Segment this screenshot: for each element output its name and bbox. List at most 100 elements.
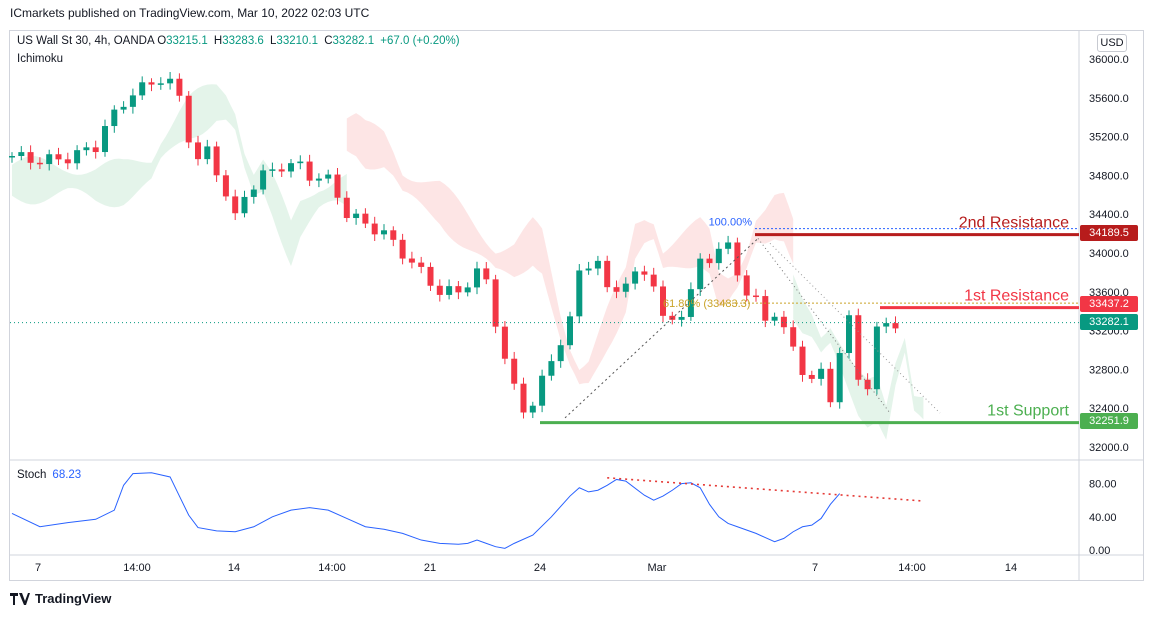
- publisher-line: ICmarkets published on TradingView.com, …: [10, 6, 370, 20]
- candle-body: [585, 268, 592, 271]
- candle-body: [483, 268, 490, 280]
- candle-body: [492, 279, 499, 327]
- candle-body: [408, 258, 415, 263]
- candle-body: [129, 95, 136, 107]
- candle-body: [436, 285, 443, 295]
- price-tick-label: 33600.0: [1089, 287, 1129, 299]
- resistance1-price-tag: 33437.2: [1080, 296, 1138, 312]
- candle-body: [278, 169, 285, 172]
- resistance2-price-tag: 34189.5: [1080, 225, 1138, 241]
- open-value: 33215.1: [166, 35, 208, 47]
- ohlc-legend: US Wall St 30, 4h, OANDA O33215.1 H33283…: [17, 35, 463, 47]
- candle-body: [883, 323, 890, 327]
- time-tick-label: 21: [424, 562, 436, 574]
- currency-button[interactable]: USD: [1097, 34, 1127, 52]
- stoch-tick-label: 80.00: [1089, 479, 1117, 491]
- candle-body: [427, 266, 434, 286]
- candle-body: [343, 197, 350, 219]
- candle-body: [148, 82, 155, 85]
- candle-body: [353, 213, 360, 219]
- candle-body: [55, 154, 62, 160]
- candle-body: [362, 213, 369, 224]
- candle-body: [92, 147, 99, 153]
- candle-body: [250, 189, 257, 197]
- level-label: 1st Support: [987, 403, 1069, 420]
- candle-body: [678, 316, 685, 320]
- candle-body: [539, 375, 546, 406]
- candle-body: [725, 242, 732, 249]
- stoch-tick-label: 40.00: [1089, 512, 1117, 524]
- candle-body: [594, 260, 601, 269]
- candle-body: [780, 316, 787, 328]
- stoch-legend: Stoch 68.23: [17, 469, 81, 481]
- time-tick-label: 14: [228, 562, 240, 574]
- close-value: 33282.1: [332, 35, 375, 47]
- time-tick-label: 24: [534, 562, 546, 574]
- candle-body: [771, 316, 778, 321]
- candle-body: [111, 109, 118, 127]
- price-tick-label: 35600.0: [1089, 93, 1129, 105]
- candle-body: [613, 287, 620, 292]
- support1-price-tag: 32251.9: [1080, 413, 1138, 429]
- candle-body: [157, 83, 164, 85]
- candle-body: [501, 326, 508, 359]
- candle-body: [827, 368, 834, 403]
- low-key: L: [270, 35, 277, 47]
- candle-body: [64, 159, 71, 164]
- candle-body: [706, 258, 713, 264]
- close-key: C: [324, 35, 333, 47]
- time-tick-label: 7: [812, 562, 818, 574]
- candle-body: [660, 286, 666, 316]
- ichimoku-cloud-bull: [12, 84, 347, 267]
- candle-body: [241, 196, 248, 214]
- stoch-name[interactable]: Stoch: [17, 469, 47, 481]
- down-trend-line-2: [769, 242, 941, 414]
- candle-body: [334, 174, 341, 198]
- candle-body: [260, 170, 267, 190]
- candle-body: [474, 268, 480, 288]
- candle-body: [371, 223, 378, 235]
- candle-body: [715, 248, 722, 264]
- candle-body: [790, 327, 797, 347]
- candle-body: [604, 260, 611, 288]
- candle-body: [139, 82, 146, 96]
- candle-body: [185, 95, 192, 143]
- candle-body: [9, 156, 15, 158]
- candle-body: [288, 163, 294, 172]
- price-tick-label: 35200.0: [1089, 132, 1129, 144]
- candle-body: [27, 152, 34, 163]
- tradingview-brand[interactable]: TradingView: [10, 591, 111, 606]
- time-tick-label: 14: [1005, 562, 1017, 574]
- brand-name: TradingView: [35, 591, 112, 606]
- ichimoku-label[interactable]: Ichimoku: [17, 53, 64, 65]
- candle-body: [762, 296, 769, 321]
- price-tick-label: 32000.0: [1089, 442, 1129, 454]
- stoch-line: [11, 472, 841, 549]
- time-tick-label: 7: [35, 562, 41, 574]
- candle-body: [390, 230, 397, 240]
- time-tick-label: 14:00: [898, 562, 926, 574]
- candle-body: [120, 106, 127, 110]
- candle-body: [269, 169, 276, 171]
- low-value: 33210.1: [276, 35, 318, 47]
- price-tick-label: 32800.0: [1089, 364, 1129, 376]
- price-tick-label: 36000.0: [1089, 54, 1129, 66]
- candle-body: [213, 146, 220, 176]
- candle-body: [36, 162, 43, 165]
- candle-body: [576, 270, 583, 317]
- candle-body: [622, 283, 629, 292]
- price-tick-label: 34400.0: [1089, 209, 1129, 221]
- change-value: +67.0 (+0.20%): [380, 35, 460, 47]
- stoch-trend-line: [607, 476, 924, 502]
- down-trend-line: [757, 238, 891, 414]
- candle-body: [222, 175, 229, 197]
- candle-body: [399, 239, 406, 259]
- candle-body: [734, 242, 741, 276]
- candle-body: [83, 147, 90, 151]
- candle-body: [306, 161, 313, 181]
- level-label: 1st Resistance: [964, 288, 1069, 305]
- candle-body: [46, 154, 53, 165]
- candle-body: [873, 326, 880, 390]
- candle-body: [557, 345, 564, 362]
